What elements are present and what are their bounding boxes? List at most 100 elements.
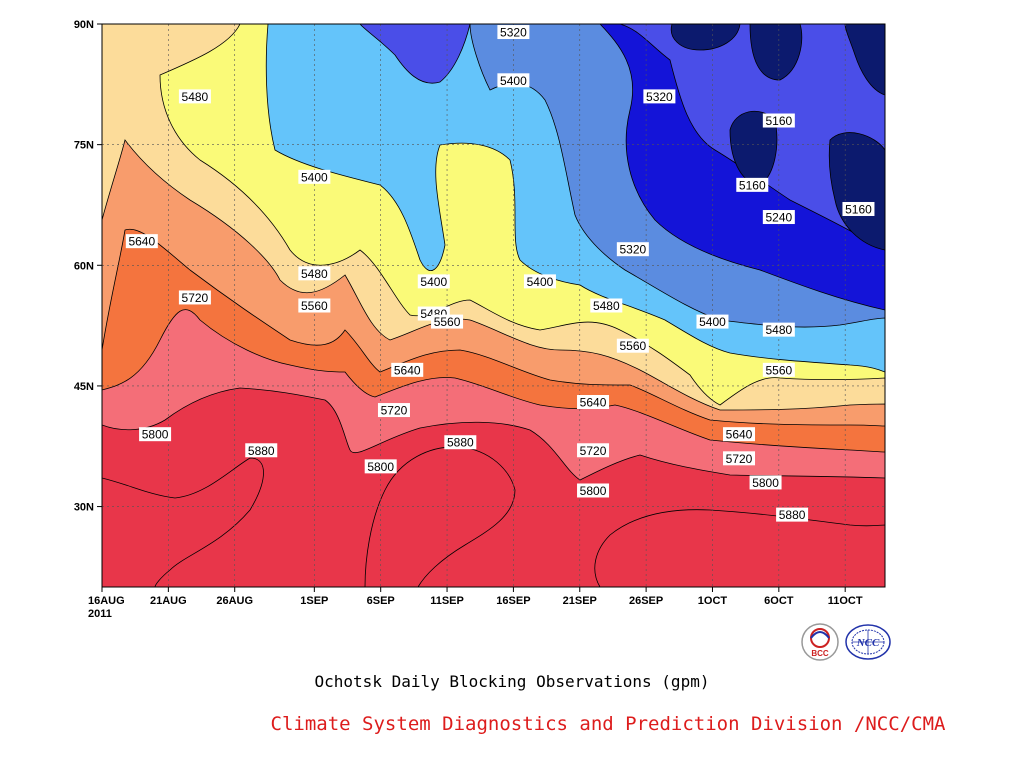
contour-label-box xyxy=(298,169,331,184)
contour-label: 5400 xyxy=(500,74,527,88)
contour-label: 5400 xyxy=(699,315,726,329)
contour-label: 5480 xyxy=(182,90,209,104)
contour-label-box xyxy=(762,210,795,225)
contour-label: 5400 xyxy=(420,275,447,289)
contour-label-box xyxy=(139,427,172,442)
y-tick-label: 60N xyxy=(74,260,94,272)
contour-label: 5320 xyxy=(619,243,646,257)
x-tick-label: 21SEP xyxy=(563,595,597,607)
contour-label: 5880 xyxy=(248,444,275,458)
ncc-logo: NCC xyxy=(844,622,892,666)
contour-label: 5720 xyxy=(182,291,209,305)
contour-label-box xyxy=(497,25,530,40)
contour-label: 5880 xyxy=(779,508,806,522)
contour-label: 5640 xyxy=(726,428,753,442)
chart-title: Ochotsk Daily Blocking Observations (gpm… xyxy=(314,672,710,691)
fill-above-5880-right xyxy=(594,509,885,587)
contour-label: 5560 xyxy=(434,315,461,329)
contour-label-box xyxy=(577,395,610,410)
bcc-logo: BCC xyxy=(800,622,840,666)
contour-label-box xyxy=(590,298,623,313)
bcc-logo-text: BCC xyxy=(811,649,829,658)
contour-fills xyxy=(102,24,885,587)
contour-label: 5560 xyxy=(301,299,328,313)
y-tick-label: 75N xyxy=(74,140,94,152)
x-tick-label: 1SEP xyxy=(300,595,328,607)
contour-label: 5720 xyxy=(726,452,753,466)
contour-label-box xyxy=(577,443,610,458)
contour-label-box xyxy=(616,242,649,257)
contour-label-box xyxy=(723,427,756,442)
x-tick-label: 2011 xyxy=(88,608,112,620)
fill-above-5880-mid xyxy=(364,446,516,587)
contour-label: 5800 xyxy=(367,460,394,474)
x-tick-label: 6OCT xyxy=(764,595,794,607)
x-tick-label: 26SEP xyxy=(629,595,663,607)
contour-label: 5400 xyxy=(527,275,554,289)
contour-label-box xyxy=(298,298,331,313)
x-tick-label: 21AUG xyxy=(150,595,187,607)
contour-label-box xyxy=(776,507,809,522)
y-tick-label: 30N xyxy=(74,502,94,514)
contour-label-box xyxy=(178,89,211,104)
contour-label: 5800 xyxy=(580,484,607,498)
contour-label-box xyxy=(762,322,795,337)
contour-label-box xyxy=(245,443,278,458)
contour-label: 5160 xyxy=(765,114,792,128)
contour-label: 5320 xyxy=(500,26,527,40)
contour-label: 5400 xyxy=(301,170,328,184)
fill-below-5160-e xyxy=(844,24,885,96)
contour-label-box xyxy=(577,483,610,498)
contour-label-box xyxy=(762,113,795,128)
contour-label-box xyxy=(736,177,769,192)
contour-label-box xyxy=(391,362,424,377)
fill-below-5160-a xyxy=(670,24,741,51)
contour-label-box xyxy=(125,234,158,249)
contour-label: 5640 xyxy=(394,363,421,377)
contour-label: 5480 xyxy=(593,299,620,313)
x-tick-label: 11OCT xyxy=(828,595,863,607)
fill-below-5160-c xyxy=(729,111,778,186)
x-tick-label: 11SEP xyxy=(430,595,464,607)
contour-label-box xyxy=(643,89,676,104)
x-tick-label: 16SEP xyxy=(496,595,530,607)
fill-below-5160-d xyxy=(828,132,885,251)
contour-label-box xyxy=(696,314,729,329)
x-tick-label: 16AUG xyxy=(88,595,125,607)
y-axis: 30N 45N 60N 75N 90N xyxy=(74,19,102,514)
x-tick-label: 1OCT xyxy=(698,595,728,607)
x-tick-label: 6SEP xyxy=(367,595,395,607)
y-tick-label: 90N xyxy=(74,19,94,31)
ncc-logo-text: NCC xyxy=(856,637,880,649)
contour-label: 5800 xyxy=(752,476,779,490)
contour-label: 5720 xyxy=(381,404,408,418)
contour-label-box xyxy=(762,362,795,377)
fill-below-5160-b xyxy=(749,24,803,81)
division-credit: Climate System Diagnostics and Predictio… xyxy=(270,713,946,735)
contour-label: 5880 xyxy=(447,436,474,450)
y-tick-label: 45N xyxy=(74,381,94,393)
contour-label-box xyxy=(497,73,530,88)
contour-labels: 5320 5480 5400 5320 5160 5400 5160 5240 5160 5640… xyxy=(125,25,875,522)
contour-label-box xyxy=(842,201,875,216)
contour-label: 5480 xyxy=(301,267,328,281)
contour-label-box xyxy=(749,475,782,490)
contour-label: 5320 xyxy=(646,90,673,104)
contour-label-box xyxy=(523,274,556,289)
contour-label-box xyxy=(444,435,477,450)
contour-label: 5720 xyxy=(580,444,607,458)
contour-label-box xyxy=(431,314,464,329)
contour-label-box xyxy=(616,338,649,353)
contour-label-box xyxy=(723,451,756,466)
fill-5240-top xyxy=(359,24,471,84)
contour-label: 5240 xyxy=(765,211,792,225)
contour-label: 5160 xyxy=(739,178,766,192)
contour-label-box xyxy=(417,274,450,289)
contour-label-box xyxy=(298,266,331,281)
contour-label-box xyxy=(377,403,410,418)
contour-label-box xyxy=(178,290,211,305)
contour-label-box xyxy=(364,459,397,474)
contour-label: 5560 xyxy=(765,363,792,377)
contour-label: 5160 xyxy=(845,202,872,216)
